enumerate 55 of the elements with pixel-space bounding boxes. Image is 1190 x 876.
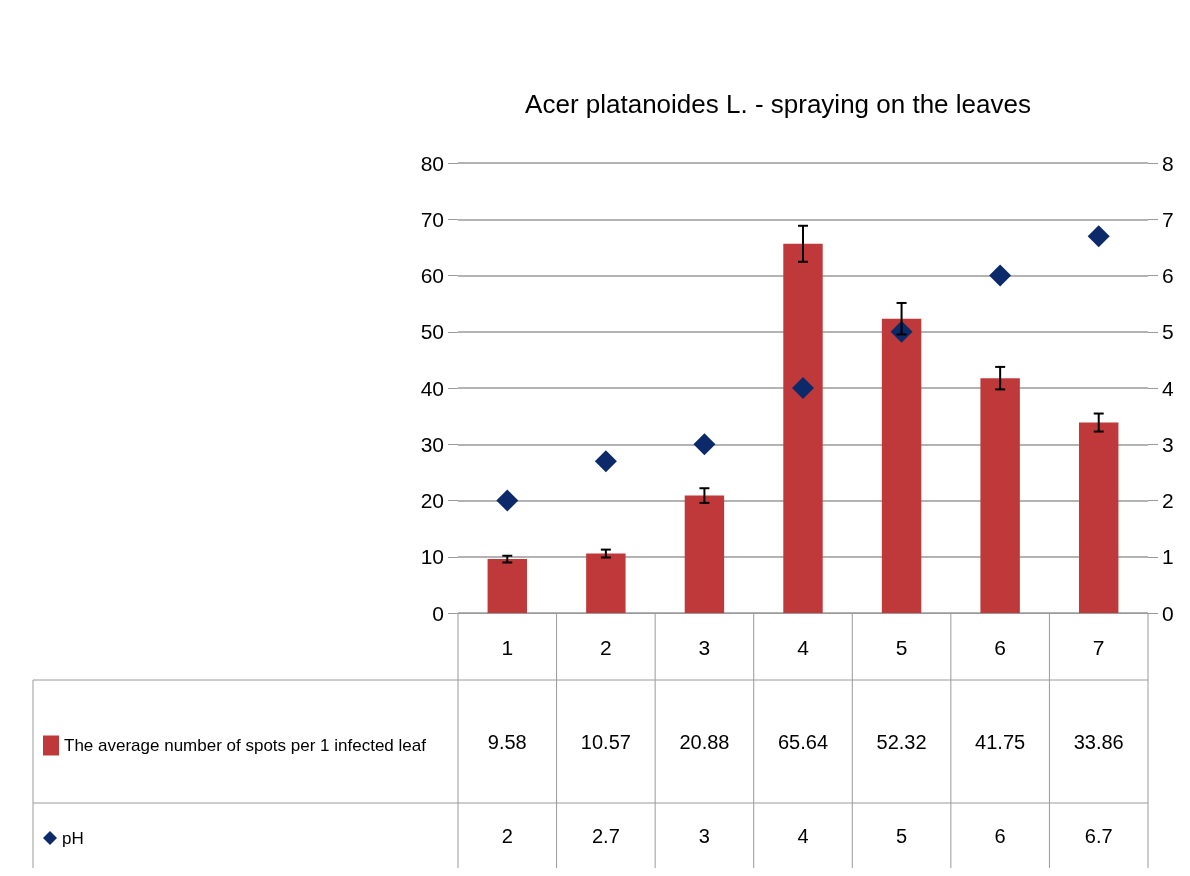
bar [586,553,626,613]
point [496,489,519,512]
y-tick-label: 0 [432,601,444,625]
x-tick-label: 3 [698,636,711,659]
y-tick-label: 20 [420,489,444,512]
y-tick-label: 10 [420,545,444,569]
chart-title: Acer platanoides L. - spraying on the leaves [525,89,1031,119]
data-label: 41.75 [975,730,1026,753]
y-tick-label: 50 [420,320,444,344]
x-tick-label: 4 [797,636,810,659]
x-tick-label: 1 [501,636,514,659]
y2-tick-label: 5 [1162,320,1174,344]
y-tick-label: 80 [420,151,444,175]
data-label: 5 [896,824,908,847]
y-tick-label: 70 [420,207,444,231]
point [594,450,617,473]
x-tick-label: 5 [895,636,908,659]
y2-tick-label: 1 [1162,545,1174,569]
legend-label: The average number of spots per 1 infected leaf [64,736,427,755]
point [989,264,1012,287]
data-label: 33.86 [1073,730,1124,753]
x-tick-label: 7 [1092,636,1105,659]
data-label: 4 [797,824,809,847]
y2-tick-label: 7 [1162,207,1174,231]
y2-tick-label: 8 [1162,151,1174,175]
y2-tick-label: 3 [1162,432,1174,456]
x-tick-label: 2 [600,636,612,659]
y2-tick-label: 6 [1162,264,1174,287]
legend-label: pH [62,828,84,848]
data-label: 65.64 [777,730,829,753]
bar [684,495,725,613]
y2-tick-label: 4 [1162,376,1174,400]
bar [487,559,527,613]
point [1087,225,1110,248]
data-label: 3 [698,824,710,847]
data-label: 6 [994,824,1006,847]
data-label: 9.58 [487,730,527,753]
data-label: 2 [501,824,513,847]
y-tick-label: 40 [420,376,444,400]
y-tick-label: 30 [420,432,444,456]
y2-tick-label: 0 [1162,601,1174,625]
data-label: 20.88 [679,730,730,753]
data-label: 2.7 [591,824,620,847]
bar [881,318,922,613]
bar [1079,422,1119,613]
point [693,433,716,456]
y-tick-label: 60 [420,264,444,287]
y2-tick-label: 2 [1162,489,1174,512]
bar [783,243,823,613]
bar [980,378,1020,613]
data-label: 52.32 [876,730,927,753]
x-tick-label: 6 [994,636,1006,659]
data-label: 10.57 [580,730,631,753]
data-label: 6.7 [1084,824,1113,847]
point [792,377,814,399]
